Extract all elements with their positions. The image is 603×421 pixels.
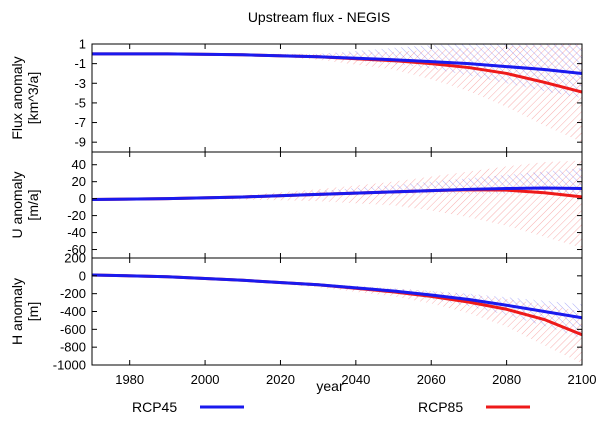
y-axis-label-line: Flux anomaly: [9, 56, 25, 139]
y-axis-label-line: [m]: [25, 302, 41, 321]
panel-flux-plot-area: [92, 44, 582, 143]
band-rcp45-flux: [92, 44, 582, 98]
y-tick-label-flux: 1: [79, 37, 86, 52]
panel-u-plot-area: [92, 160, 582, 248]
x-tick-label: 1980: [115, 372, 144, 387]
y-tick-label-u: -40: [67, 225, 86, 240]
x-tick-label: 2000: [191, 372, 220, 387]
y-axis-label-line: [m/a]: [25, 189, 41, 220]
y-tick-label-u: 0: [79, 191, 86, 206]
y-axis-label-h: H anomaly[m]: [9, 278, 41, 345]
chart-title: Upstream flux - NEGIS: [248, 9, 390, 25]
y-tick-label-flux: -1: [74, 56, 86, 71]
panel-h: 200 0 -200 -400 -600 -800 -1000 H anomaly[m]: [9, 251, 583, 373]
y-tick-label-h: -200: [60, 286, 86, 301]
x-tick-label: 2040: [341, 372, 370, 387]
y-tick-label-h: -800: [60, 340, 86, 355]
band-rcp85-u: [92, 160, 582, 248]
y-axis-label-flux: Flux anomaly[km^3/a]: [9, 56, 41, 139]
legend-label-rcp45: RCP45: [132, 399, 177, 415]
y-tick-label-h: -1000: [53, 358, 86, 373]
x-tick-label: 2060: [417, 372, 446, 387]
y-tick-label-h: -400: [60, 304, 86, 319]
x-axis-label: year: [316, 378, 344, 394]
y-tick-label-u: 20: [72, 174, 86, 189]
y-axis-label-line: H anomaly: [9, 278, 25, 345]
x-tick-label: 2080: [492, 372, 521, 387]
legend-label-rcp85: RCP85: [418, 399, 463, 415]
y-tick-label-h: 200: [64, 251, 86, 266]
y-tick-label-flux: -7: [74, 115, 86, 130]
x-tick-label: 2020: [266, 372, 295, 387]
y-tick-label-h: -600: [60, 322, 86, 337]
line-rcp45-flux: [92, 52, 582, 75]
line-rcp45-u: [92, 186, 582, 201]
legend-entry-rcp45: RCP45: [132, 399, 244, 415]
y-axis-label-line: [km^3/a]: [25, 72, 41, 124]
x-axis-ticks: 1980 2000 2020 2040 2060 2080 2100: [115, 372, 596, 387]
y-tick-label-u: -20: [67, 208, 86, 223]
panel-h-plot-area: [92, 273, 582, 364]
y-tick-label-u: -60: [67, 242, 86, 257]
y-axis-label-line: U anomaly: [9, 172, 25, 239]
y-axis-label-u: U anomaly[m/a]: [9, 172, 41, 239]
line-rcp45-h: [92, 273, 582, 320]
y-tick-label-flux: -9: [74, 135, 86, 150]
y-tick-label-flux: -5: [74, 95, 86, 110]
band-rcp45-u: [92, 168, 582, 200]
x-tick-label: 2100: [568, 372, 597, 387]
legend-entry-rcp85: RCP85: [418, 399, 530, 415]
y-tick-label-u: 40: [72, 157, 86, 172]
y-tick-label-h: 0: [79, 268, 86, 283]
panel-u: 40 20 0 -20 -40 -60 U anomaly[m/a]: [9, 151, 583, 259]
y-tick-label-flux: -3: [74, 76, 86, 91]
legend: RCP45 RCP85: [132, 399, 530, 415]
panel-flux: 1 -1 -3 -5 -7 -9 Flux anomaly[km^3/a]: [9, 37, 583, 153]
